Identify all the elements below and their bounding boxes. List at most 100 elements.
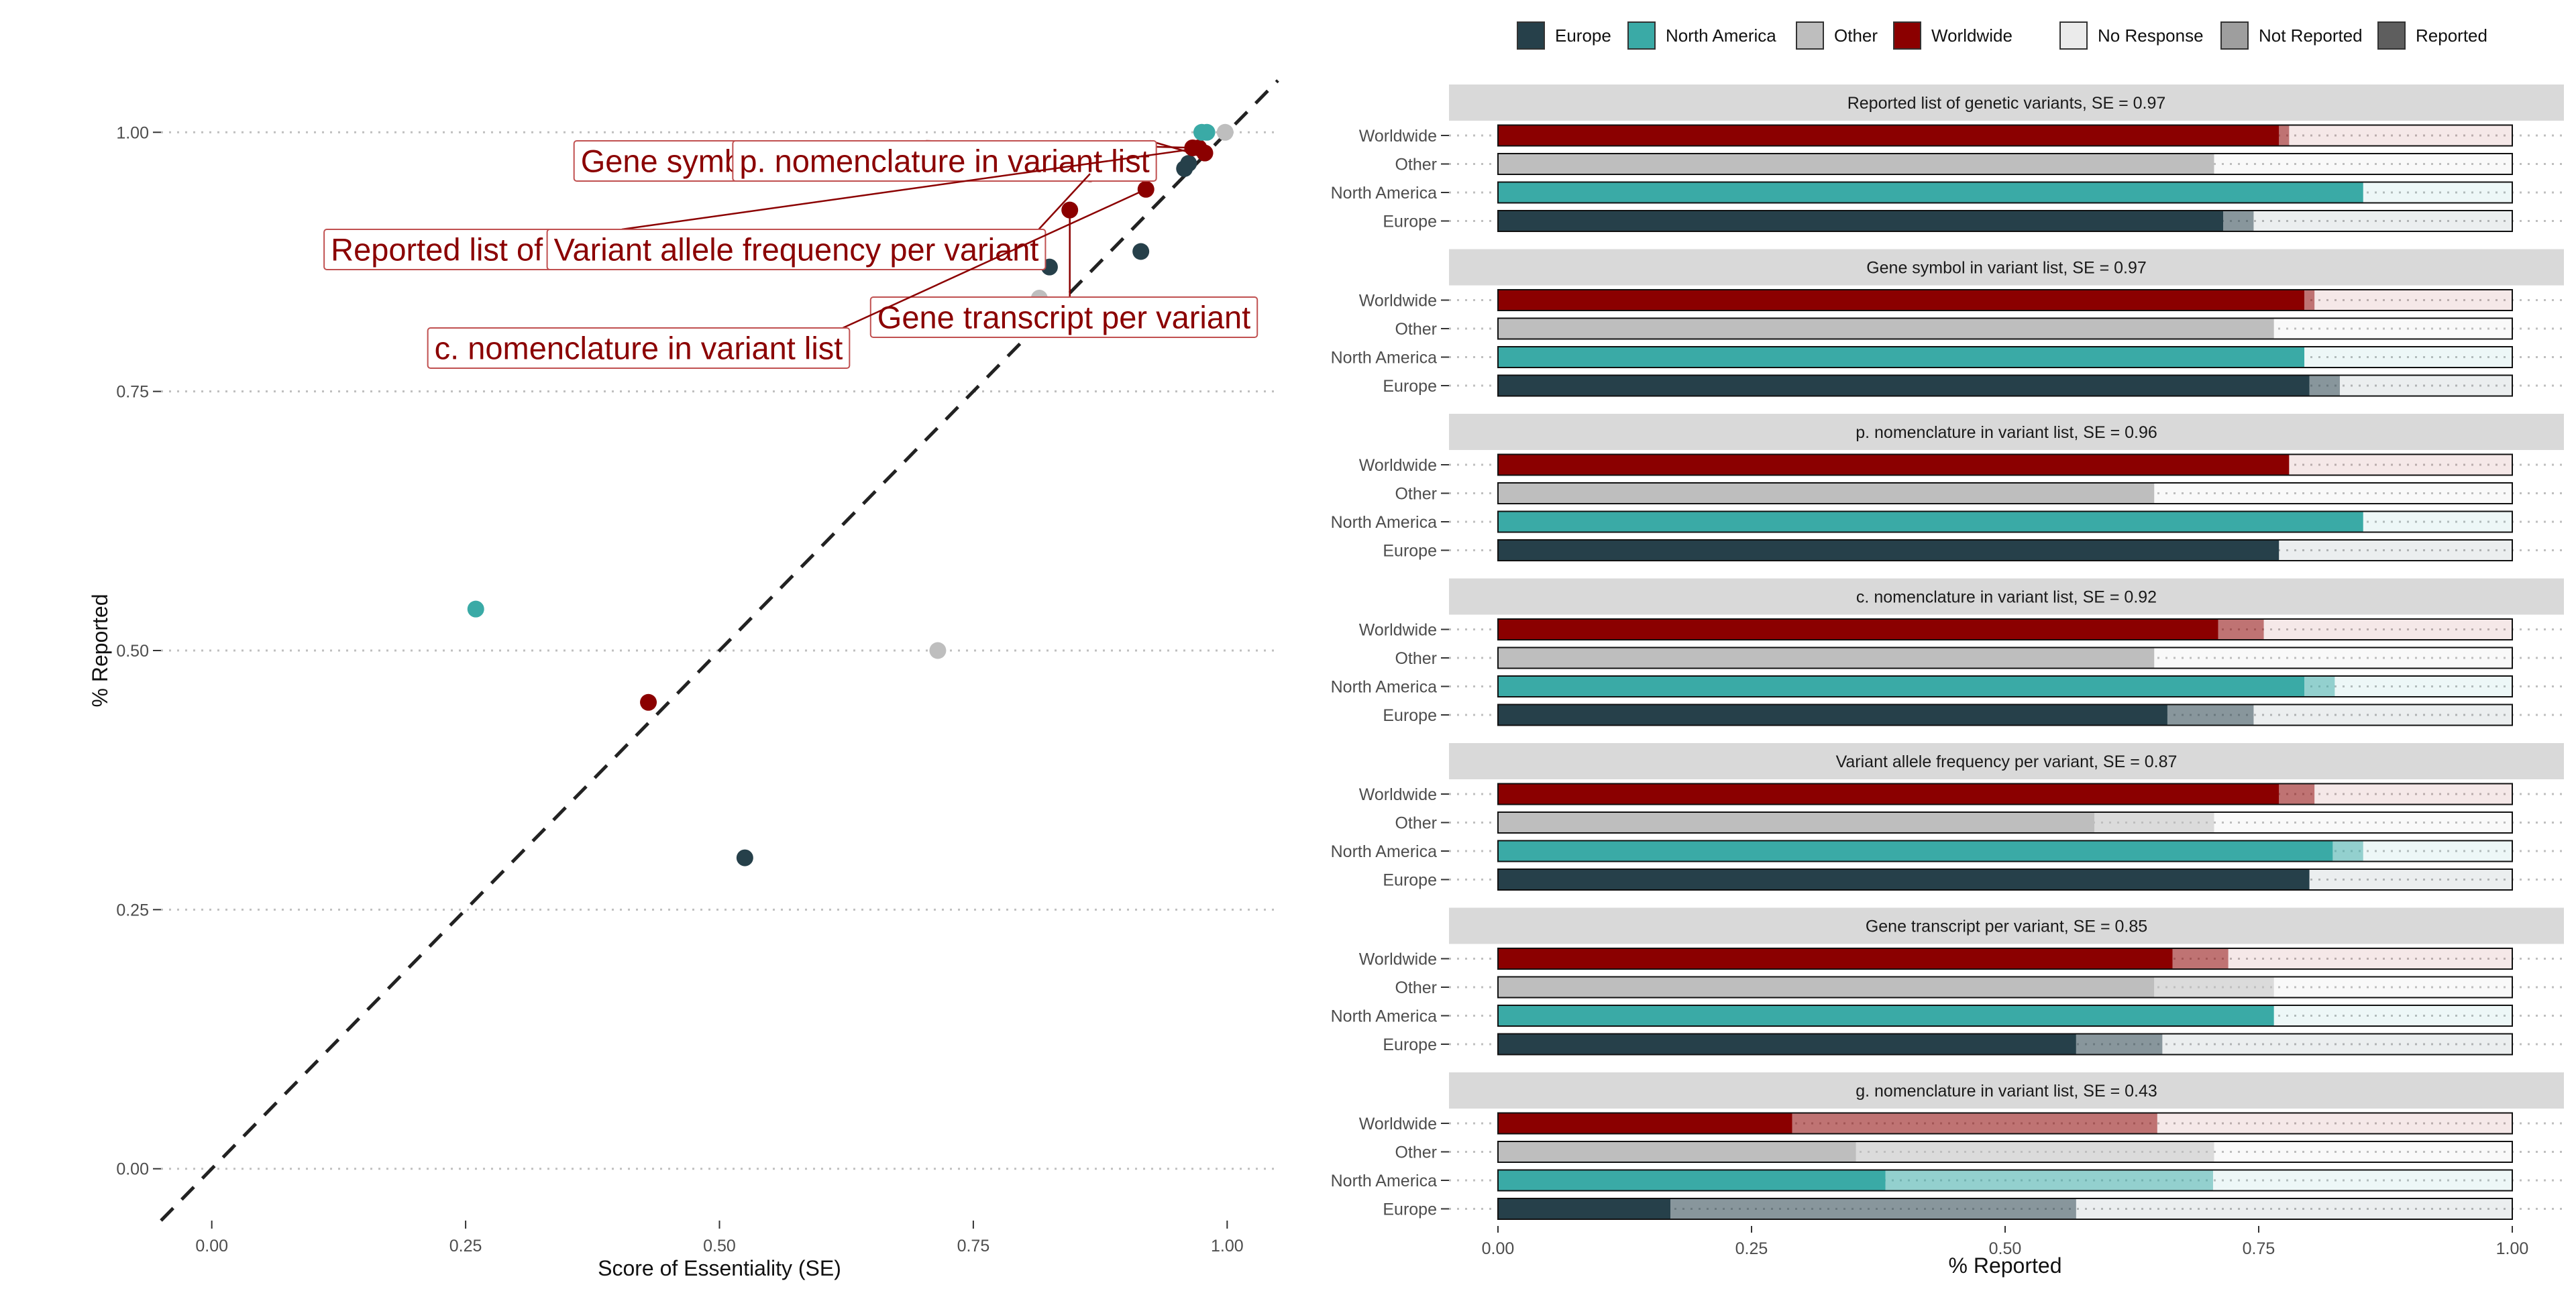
scatter-point-other [929, 642, 947, 659]
annotation-label-box [869, 296, 1258, 338]
bar-segment-no-response [2154, 647, 2512, 669]
facet-strip-title: p. nomenclature in variant list, SE = 0.… [1856, 423, 2157, 442]
legend-label: Reported [2416, 25, 2487, 46]
bar-segment-reported [1498, 783, 2279, 805]
legend-key-other [1796, 21, 1824, 50]
y-tick-label: 0.50 [116, 642, 149, 661]
row-label: Europe [1383, 1200, 1437, 1219]
row-label: Other [1395, 814, 1437, 833]
bar-segment-reported [1498, 483, 2155, 504]
bar-segment-reported [1498, 454, 2290, 475]
x-tick-label: 0.00 [195, 1237, 228, 1255]
row-label: Europe [1383, 542, 1437, 561]
annotation-label-text: p. nomenclature in variant list [739, 143, 1149, 178]
bar-segment-not-reported [2223, 211, 2254, 231]
bar-segment-reported [1498, 290, 2305, 311]
bar-outline [1497, 1033, 2513, 1056]
x-tick-label: 0.25 [449, 1237, 482, 1255]
row-label: Worldwide [1359, 1115, 1437, 1133]
bar-segment-no-response [2289, 454, 2512, 475]
bar-segment-reported [1498, 1113, 1792, 1134]
bar-outline [1497, 482, 2513, 504]
legend: Europe North America Other Worldwide No Resp… [1517, 21, 2487, 50]
bar-outline [1497, 1141, 2513, 1163]
facet-strip [1449, 907, 2564, 944]
bar-segment-not-reported [2304, 290, 2315, 311]
x-tick-label: 0.50 [703, 1237, 736, 1255]
row-label: North America [1331, 349, 1437, 368]
bar-segment-reported [1498, 347, 2305, 368]
bar-segment-no-response [2363, 840, 2512, 862]
bar-outline [1497, 539, 2513, 561]
scatter-point-north-america [1198, 123, 1216, 141]
bar-segment-no-response [2157, 1113, 2512, 1134]
bar-segment-not-reported [1792, 1113, 2157, 1134]
bar-segment-not-reported [2279, 125, 2290, 146]
facet-strip [1449, 85, 2564, 121]
bar-outline [1497, 1005, 2513, 1027]
facet-panel: Reported list of genetic variants, SE = … [1331, 85, 2564, 232]
bar-outline [1497, 1198, 2513, 1220]
row-label: Other [1395, 1143, 1437, 1162]
facet-panel: c. nomenclature in variant list, SE = 0.… [1331, 578, 2564, 726]
legend-label: Europe [1555, 25, 1611, 46]
bar-segment-no-response [2154, 483, 2512, 504]
bar-segment-no-response [2253, 704, 2512, 726]
facet-strip-title: Gene symbol in variant list, SE = 0.97 [1866, 259, 2147, 278]
facet-strip-title: Reported list of genetic variants, SE = … [1847, 94, 2166, 113]
bar-segment-no-response [2162, 1033, 2512, 1055]
bar-segment-reported [1498, 1141, 1856, 1162]
bar-segment-reported [1498, 511, 2363, 532]
bar-segment-no-response [2212, 1170, 2512, 1191]
row-label: Worldwide [1359, 456, 1437, 475]
facet-strip [1449, 1072, 2564, 1109]
row-label: Europe [1383, 377, 1437, 396]
row-label: North America [1331, 1172, 1437, 1190]
bar-outline [1497, 453, 2513, 476]
bar-segment-reported [1498, 840, 2333, 862]
bar-segment-not-reported [2309, 375, 2340, 396]
legend-key-not-reported [2220, 21, 2249, 50]
x-axis-title: % Reported [1949, 1253, 2062, 1278]
legend-key-no-response [2059, 21, 2088, 50]
row-label: Europe [1383, 213, 1437, 231]
scatter-point-europe [1132, 243, 1150, 260]
bar-segment-no-response [2076, 1198, 2512, 1219]
annotation-label: c. nomenclature in variant list [427, 327, 851, 369]
bar-segment-no-response [2214, 812, 2512, 833]
bar-segment-reported [1498, 647, 2155, 669]
legend-label: Worldwide [1931, 25, 2012, 46]
row-label: Worldwide [1359, 950, 1437, 969]
x-tick-label: 0.50 [1989, 1239, 2022, 1258]
bar-facets: Reported list of genetic variants, SE = … [1331, 85, 2564, 1278]
annotation-label-box [732, 140, 1157, 182]
x-tick-label: 0.00 [1482, 1239, 1515, 1258]
facet-strip [1449, 743, 2564, 779]
bar-segment-not-reported [1856, 1141, 2214, 1162]
bar-outline [1497, 868, 2513, 891]
bar-segment-reported [1498, 704, 2167, 726]
annotation-label: Gene transcript per variant [869, 296, 1258, 338]
bar-outline [1497, 181, 2513, 204]
bar-segment-no-response [2363, 511, 2512, 532]
row-label: North America [1331, 1007, 1437, 1026]
bar-segment-no-response [2314, 290, 2512, 311]
bar-outline [1497, 976, 2513, 999]
bar-segment-reported [1498, 1005, 2274, 1026]
bar-outline [1497, 840, 2513, 862]
bar-segment-not-reported [2154, 976, 2274, 998]
row-label: Other [1395, 485, 1437, 504]
bar-segment-reported [1498, 211, 2224, 231]
annotation-connector [1038, 173, 1091, 230]
bar-outline [1497, 704, 2513, 726]
bar-segment-no-response [2214, 154, 2512, 174]
row-label: Worldwide [1359, 621, 1437, 640]
bar-segment-no-response [2289, 125, 2512, 146]
facet-panel: p. nomenclature in variant list, SE = 0.… [1331, 414, 2564, 561]
bar-outline [1497, 289, 2513, 311]
bar-segment-reported [1498, 948, 2173, 969]
scatter-point-north-america [467, 600, 484, 618]
annotation-label: Variant allele frequency per variant [546, 229, 1046, 270]
